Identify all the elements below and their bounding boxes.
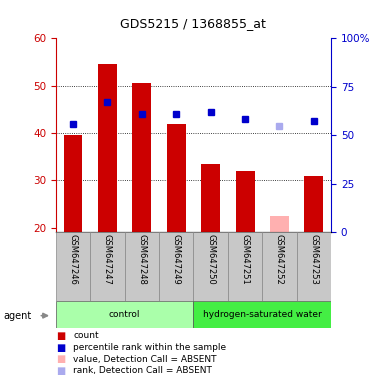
Text: GSM647252: GSM647252	[275, 234, 284, 285]
Bar	[194, 301, 331, 328]
Bar	[305, 175, 323, 232]
Bar	[64, 136, 82, 232]
Bar	[194, 232, 228, 301]
Bar	[98, 65, 117, 232]
Text: control: control	[109, 310, 141, 319]
Bar	[132, 83, 151, 232]
Text: ■: ■	[56, 343, 65, 353]
Bar	[56, 301, 194, 328]
Text: hydrogen-saturated water: hydrogen-saturated water	[203, 310, 321, 319]
Text: GSM647248: GSM647248	[137, 234, 146, 285]
Bar	[270, 216, 289, 232]
Bar	[167, 124, 186, 232]
Text: agent: agent	[4, 311, 32, 321]
Bar	[262, 232, 297, 301]
Bar	[201, 164, 220, 232]
Text: value, Detection Call = ABSENT: value, Detection Call = ABSENT	[73, 354, 217, 364]
Text: GSM647247: GSM647247	[103, 234, 112, 285]
Text: GSM647250: GSM647250	[206, 234, 215, 285]
Text: count: count	[73, 331, 99, 341]
Bar	[297, 232, 331, 301]
Text: GSM647251: GSM647251	[241, 234, 249, 285]
Bar	[56, 232, 90, 301]
Bar	[228, 232, 262, 301]
Text: percentile rank within the sample: percentile rank within the sample	[73, 343, 226, 352]
Text: GSM647253: GSM647253	[310, 234, 318, 285]
Text: rank, Detection Call = ABSENT: rank, Detection Call = ABSENT	[73, 366, 212, 375]
Text: GSM647246: GSM647246	[69, 234, 77, 285]
Bar	[236, 171, 254, 232]
Text: ■: ■	[56, 331, 65, 341]
Text: ■: ■	[56, 366, 65, 376]
Text: ■: ■	[56, 354, 65, 364]
Bar	[159, 232, 194, 301]
Text: GDS5215 / 1368855_at: GDS5215 / 1368855_at	[120, 17, 265, 30]
Bar	[90, 232, 125, 301]
Bar	[125, 232, 159, 301]
Text: GSM647249: GSM647249	[172, 234, 181, 285]
